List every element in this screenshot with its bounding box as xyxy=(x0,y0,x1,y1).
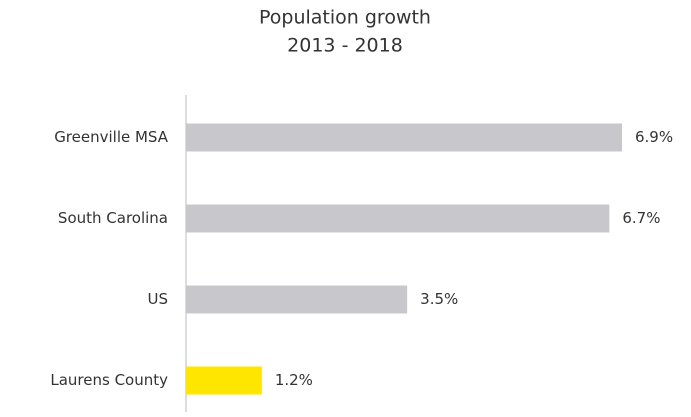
y-tick-label: US xyxy=(147,290,168,308)
value-label: 1.2% xyxy=(275,371,313,389)
value-label: 6.7% xyxy=(622,209,660,227)
bar xyxy=(186,123,622,152)
bar xyxy=(186,285,408,314)
y-tick-label: South Carolina xyxy=(58,209,168,227)
chart-subtitle: 2013 - 2018 xyxy=(287,35,403,57)
y-tick-label: Greenville MSA xyxy=(54,128,169,146)
bar xyxy=(186,204,610,233)
chart-title: Population growth xyxy=(259,7,431,29)
value-label: 3.5% xyxy=(420,290,458,308)
bar xyxy=(186,366,262,395)
value-label: 6.9% xyxy=(635,128,673,146)
y-tick-label: Laurens County xyxy=(50,371,168,389)
